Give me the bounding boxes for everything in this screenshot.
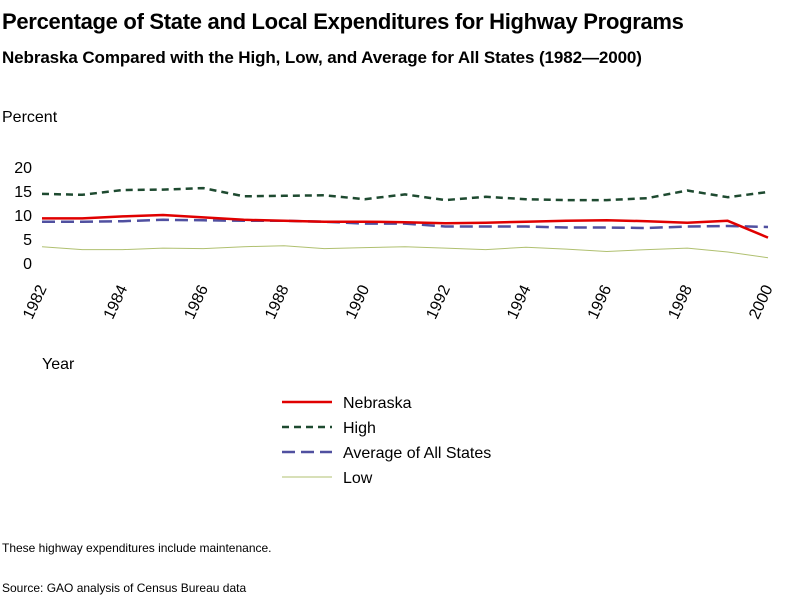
legend-label-nebraska: Nebraska	[343, 395, 412, 412]
legend-label-average-of-all-states: Average of All States	[343, 445, 491, 462]
legend-label-low: Low	[343, 470, 373, 487]
series-line-average-of-all-states	[42, 218, 769, 230]
y-axis-ticks: 0 5 10 15 20	[14, 160, 32, 273]
chart-title: Percentage of State and Local Expenditur…	[2, 9, 684, 34]
x-axis-label: Year	[42, 356, 75, 373]
y-tick-label: 15	[14, 184, 32, 201]
x-tick-label: 1992	[424, 282, 454, 322]
y-tick-label: 20	[14, 160, 32, 177]
legend-label-high: High	[343, 420, 376, 437]
legend: Nebraska High Average of All States Low	[282, 395, 491, 487]
y-tick-label: 0	[23, 256, 32, 273]
series-line-nebraska	[42, 213, 769, 239]
x-tick-label: 1996	[585, 282, 615, 322]
x-axis-ticks: 1982 1984 1986 1988 1990 1992 1994 1996 1998 2000	[20, 282, 776, 322]
x-tick-label: 1990	[343, 282, 373, 322]
x-tick-label: 2000	[746, 282, 776, 322]
y-tick-label: 10	[14, 208, 32, 225]
source-note: Source: GAO analysis of Census Bureau da…	[2, 581, 247, 595]
x-tick-label: 1982	[20, 282, 50, 322]
series-lines	[41, 186, 769, 259]
x-tick-label: 1986	[182, 282, 212, 322]
series-line-high	[41, 186, 769, 202]
chart-subtitle: Nebraska Compared with the High, Low, an…	[2, 48, 642, 67]
footnote: These highway expenditures include maint…	[2, 541, 272, 555]
x-tick-label: 1998	[666, 282, 696, 322]
x-tick-label: 1988	[262, 282, 292, 322]
x-tick-label: 1994	[504, 282, 534, 322]
y-tick-label: 5	[23, 232, 32, 249]
series-line-low	[41, 245, 769, 259]
x-tick-label: 1984	[101, 282, 131, 322]
y-axis-label: Percent	[2, 109, 58, 126]
